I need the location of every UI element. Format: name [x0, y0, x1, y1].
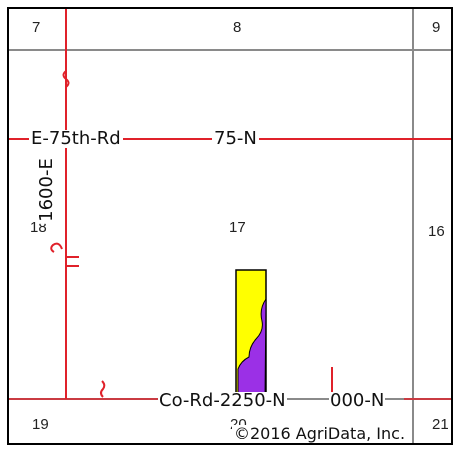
section-label-19: 19 [32, 416, 49, 433]
section-label-8: 8 [233, 19, 242, 36]
section-label-16: 16 [428, 223, 445, 240]
road-co-rd-squiggle [100, 380, 106, 398]
map-graphics [9, 9, 451, 443]
road-1600e-hook [50, 242, 63, 253]
section-label-9: 9 [432, 19, 441, 36]
road-label-000n: 000-N [329, 390, 386, 411]
section-label-7: 7 [32, 19, 41, 36]
road-1600e-squiggle [62, 70, 70, 88]
section-label-21: 21 [432, 416, 449, 433]
road-label-co-rd: Co-Rd-2250-N [158, 390, 287, 411]
road-label-75n: 75-N [212, 128, 259, 149]
road-label-1600e: 1600-E [35, 156, 57, 224]
map-canvas[interactable]: 7 8 9 18 17 16 19 20 21 E-75th-Rd 75-N 1… [7, 7, 453, 445]
field-purple-zone[interactable] [237, 297, 267, 399]
section-label-17: 17 [229, 219, 246, 236]
road-label-75th: E-75th-Rd [29, 128, 123, 149]
copyright-text: ©2016 AgriData, Inc. [232, 424, 408, 443]
